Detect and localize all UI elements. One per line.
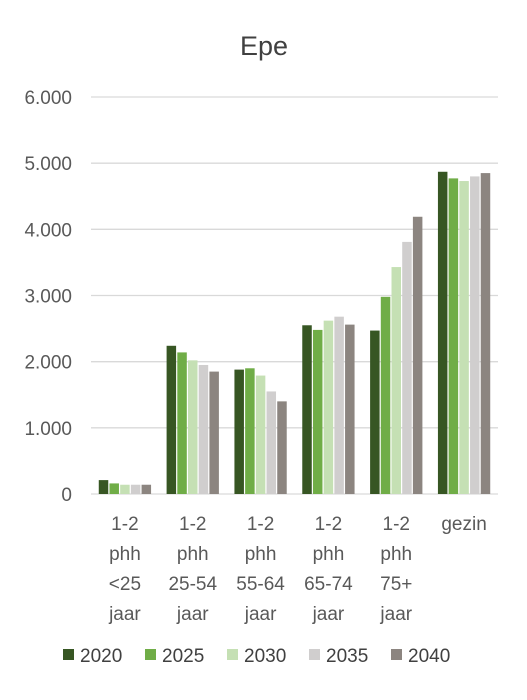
y-tick-label: 0 [61,485,72,506]
x-tick-label: jaar [244,604,277,625]
gridlines [91,96,498,495]
bars [98,171,491,495]
y-tick-label: 1.000 [24,419,72,440]
bar-2025 [312,329,323,494]
x-tick-label: 75+ [380,574,412,595]
x-tick-label: phh [313,544,345,565]
bar-2030 [459,181,469,494]
x-tick-label: 65-74 [304,574,353,595]
bar-2040 [412,216,423,495]
bar-2030 [391,267,401,494]
legend-swatch-2030 [227,649,238,660]
bar-2025 [109,483,119,494]
legend-label: 2035 [326,646,368,667]
bar-2025 [448,178,459,494]
bar-2040 [141,484,152,494]
bar-2035 [130,484,141,494]
legend-label: 2020 [80,646,122,667]
x-tick-label: gezin [441,514,486,535]
bar-2020 [437,171,448,495]
x-tick-label: jaar [379,604,412,625]
legend-label: 2025 [162,646,204,667]
bar-2020 [166,345,177,494]
bar-2020 [234,369,244,494]
x-tick-label: jaar [312,604,345,625]
bar-2025 [245,368,255,494]
x-tick-label: 1-2 [179,514,206,535]
bar-2035 [266,391,277,494]
x-tick-label: 1-2 [111,514,138,535]
legend: 2020 2025 2030 2035 2040 [63,646,450,667]
bar-2030 [188,360,198,494]
y-axis: 0 1.000 2.000 3.000 4.000 5.000 6.000 [24,88,72,506]
legend-label: 2030 [244,646,286,667]
bar-2040 [480,173,491,494]
bar-2030 [255,375,266,494]
bar-2020 [370,330,380,494]
y-tick-label: 6.000 [24,88,72,109]
x-tick-label: phh [177,544,209,565]
bar-2035 [402,241,412,494]
legend-swatch-2020 [63,649,74,660]
bar-2020 [302,325,312,494]
x-axis: 1-2 phh <25 jaar 1-2 phh 25-54 jaar 1-2 phh 55-64 j… [108,514,487,625]
x-tick-label: phh [109,544,141,565]
bar-2030 [323,320,334,494]
bar-2035 [198,364,209,494]
x-tick-label: jaar [108,604,141,625]
bar-2025 [380,296,391,494]
chart-title: Epe [240,31,288,61]
x-tick-label: <25 [109,574,141,595]
bar-2035 [470,176,480,494]
legend-swatch-2025 [145,649,156,660]
x-tick-label: 25-54 [168,574,217,595]
y-tick-label: 5.000 [24,154,72,175]
y-tick-label: 3.000 [24,287,72,308]
x-tick-label: 1-2 [383,514,410,535]
bar-2025 [177,352,187,494]
bar-2030 [120,484,130,494]
bar-2020 [98,480,109,494]
legend-swatch-2040 [391,649,402,660]
x-tick-label: 55-64 [236,574,285,595]
bar-2040 [345,324,355,494]
legend-label: 2040 [408,646,450,667]
x-tick-label: phh [380,544,412,565]
x-tick-label: phh [245,544,277,565]
bar-2035 [334,316,344,494]
bar-2040 [209,371,219,494]
x-tick-label: 1-2 [315,514,342,535]
legend-swatch-2035 [309,649,320,660]
x-tick-label: 1-2 [247,514,274,535]
y-tick-label: 2.000 [24,353,72,374]
y-tick-label: 4.000 [24,220,72,241]
x-tick-label: jaar [176,604,209,625]
bar-2040 [277,401,287,494]
